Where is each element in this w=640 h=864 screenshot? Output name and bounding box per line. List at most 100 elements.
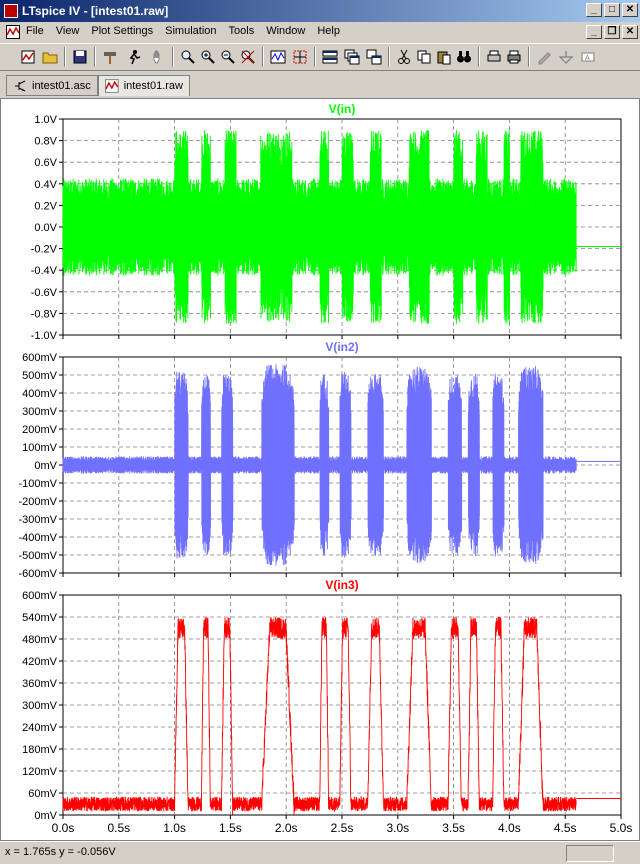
x-tick-label: 1.5s	[219, 821, 242, 835]
plot-pane-frame[interactable]	[62, 594, 622, 816]
y-tick-label: 500mV	[22, 370, 58, 382]
minimize-button[interactable]: _	[586, 3, 602, 17]
x-tick-label: 1.0s	[163, 821, 186, 835]
title-bar: LTspice IV - [intest01.raw] _ □ ✕	[0, 0, 640, 22]
zoom-in-icon[interactable]	[198, 47, 218, 67]
trace-waveform[interactable]	[62, 129, 577, 325]
find-binoculars-icon[interactable]	[454, 47, 474, 67]
menu-tools[interactable]: Tools	[228, 25, 255, 37]
new-schematic-icon[interactable]	[18, 47, 38, 67]
open-folder-icon[interactable]	[40, 47, 60, 67]
halt-hand-icon[interactable]	[148, 47, 168, 67]
svg-text:A: A	[585, 55, 590, 62]
y-tick-label: 0.8V	[34, 136, 57, 148]
autorange-icon[interactable]	[268, 47, 288, 67]
print-preview-icon[interactable]	[484, 47, 504, 67]
print-icon[interactable]	[504, 47, 524, 67]
y-tick-label: -400mV	[18, 532, 57, 544]
document-tabs: intest01.asc intest01.raw	[0, 72, 640, 98]
x-tick-label: 4.5s	[554, 821, 577, 835]
y-tick-label: -0.6V	[31, 287, 58, 299]
trace-title[interactable]: V(in3)	[325, 578, 358, 592]
zoom-cancel-icon[interactable]	[238, 47, 258, 67]
x-tick-label: 0.0s	[52, 821, 75, 835]
save-icon[interactable]	[70, 47, 90, 67]
y-tick-label: 400mV	[22, 388, 58, 400]
trace-waveform[interactable]	[62, 617, 577, 815]
y-tick-label: 0mV	[34, 460, 57, 472]
y-tick-label: -300mV	[18, 514, 57, 526]
y-tick-label: 300mV	[22, 406, 58, 418]
trace-waveform[interactable]	[62, 364, 577, 566]
run-icon[interactable]	[124, 47, 144, 67]
status-bar: x = 1.765s y = -0.056V	[0, 841, 640, 864]
waveform-icon	[105, 79, 119, 93]
menu-bar: File View Plot Settings Simulation Tools…	[0, 22, 640, 42]
tab-label: intest01.raw	[123, 80, 183, 92]
x-tick-label: 4.0s	[498, 821, 521, 835]
y-tick-label: -200mV	[18, 496, 57, 508]
tile-horizontal-icon[interactable]	[320, 47, 340, 67]
y-tick-label: 600mV	[22, 352, 58, 364]
tab-label: intest01.asc	[32, 79, 91, 92]
y-tick-label: 0.4V	[34, 179, 57, 191]
x-tick-label: 2.5s	[331, 821, 354, 835]
doc-close-button[interactable]: ✕	[622, 25, 638, 39]
x-tick-label: 0.5s	[107, 821, 130, 835]
y-tick-label: 300mV	[22, 700, 58, 712]
tile-vertical-icon[interactable]	[364, 47, 384, 67]
maximize-button[interactable]: □	[604, 3, 620, 17]
cut-scissors-icon[interactable]	[394, 47, 414, 67]
menu-plot-settings[interactable]: Plot Settings	[91, 25, 154, 37]
plot-area[interactable]: V(in) 1.0V 0.8V 0.6V 0.4V 0.2V 0.0V -0.2V -0.4V -…	[1, 99, 639, 840]
mark-cursor-icon[interactable]	[290, 47, 310, 67]
menu-file[interactable]: File	[26, 25, 44, 37]
trace-title[interactable]: V(in)	[329, 102, 356, 116]
y-tick-label: 480mV	[22, 634, 58, 646]
y-tick-label: -0.2V	[31, 244, 58, 256]
y-tick-label: 540mV	[22, 612, 58, 624]
x-tick-label: 2.0s	[275, 821, 298, 835]
y-tick-label: 1.0V	[34, 114, 57, 126]
paste-icon[interactable]	[434, 47, 454, 67]
y-tick-label: 0.6V	[34, 157, 57, 169]
tab-intest01-raw[interactable]: intest01.raw	[98, 75, 190, 96]
menu-help[interactable]: Help	[317, 25, 340, 37]
zoom-out-icon[interactable]	[218, 47, 238, 67]
copy-icon[interactable]	[414, 47, 434, 67]
trace-title[interactable]: V(in2)	[325, 340, 358, 354]
x-tick-label: 5.0s	[610, 821, 633, 835]
cascade-icon[interactable]	[342, 47, 362, 67]
y-tick-label: -0.4V	[31, 265, 58, 277]
control-panel-hammer-icon[interactable]	[100, 47, 120, 67]
waveform-doc-icon[interactable]	[6, 25, 20, 39]
menu-window[interactable]: Window	[266, 25, 306, 37]
y-tick-label: 100mV	[22, 442, 58, 454]
menu-view[interactable]: View	[55, 25, 80, 37]
y-tick-label: -1.0V	[31, 330, 58, 342]
doc-minimize-button[interactable]: _	[586, 25, 602, 39]
y-tick-label: 0.2V	[34, 200, 57, 212]
y-tick-label: -0.8V	[31, 308, 58, 320]
y-tick-label: 240mV	[22, 722, 58, 734]
y-tick-label: 600mV	[22, 590, 58, 602]
y-tick-label: 200mV	[22, 424, 58, 436]
ltspice-app-icon[interactable]	[4, 4, 18, 18]
tab-intest01-asc[interactable]: intest01.asc	[6, 75, 98, 96]
toolbar: A	[0, 43, 640, 71]
y-tick-label: 360mV	[22, 678, 58, 690]
cursor-readout: x = 1.765s y = -0.056V	[5, 846, 116, 858]
y-tick-label: 180mV	[22, 744, 58, 756]
close-button[interactable]: ✕	[622, 3, 638, 17]
menu-simulation[interactable]: Simulation	[165, 25, 217, 37]
x-tick-label: 3.0s	[386, 821, 409, 835]
waveform-viewer[interactable]: V(in) 1.0V 0.8V 0.6V 0.4V 0.2V 0.0V -0.2V -0.4V -…	[0, 98, 640, 841]
y-tick-label: -500mV	[18, 550, 57, 562]
zoom-area-icon[interactable]	[178, 47, 198, 67]
doc-restore-button[interactable]: ❐	[604, 25, 620, 39]
schematic-icon	[15, 80, 26, 91]
y-tick-label: -600mV	[18, 568, 57, 580]
y-tick-label: 0.0V	[34, 222, 57, 234]
status-panel	[566, 845, 614, 862]
y-tick-label: 60mV	[28, 788, 57, 800]
